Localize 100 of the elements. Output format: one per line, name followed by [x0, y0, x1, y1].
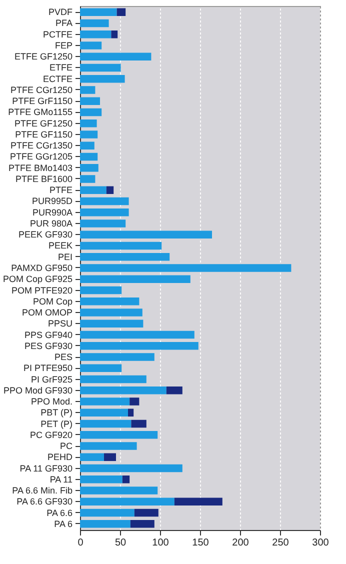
bar	[80, 52, 152, 61]
bar	[80, 74, 125, 83]
y-tick-label: PTFE GF1250	[14, 118, 72, 128]
y-tick-label: PET (P)	[40, 418, 72, 429]
bar	[80, 475, 122, 484]
bar	[80, 420, 132, 428]
y-tick-label: PA 11	[50, 474, 72, 484]
y-tick-label: PTFE BMo1403	[8, 162, 72, 173]
y-tick-label: POM PTFE920	[11, 285, 72, 296]
bar	[122, 475, 130, 484]
y-tick-label: PTFE	[49, 185, 72, 196]
y-tick-label: PI PTFE950	[23, 363, 72, 374]
x-tick-label: 0	[78, 538, 84, 548]
y-tick-label: PPSU	[48, 318, 72, 329]
bar	[80, 342, 198, 350]
bar	[80, 375, 146, 384]
y-tick-label: ETFE	[49, 62, 72, 73]
bar	[80, 297, 140, 306]
bar	[80, 119, 97, 128]
bar	[80, 242, 162, 250]
bar	[80, 264, 292, 272]
y-tick-label: PI GrF925	[30, 374, 72, 384]
y-tick-label: PTFE BF1600	[15, 174, 72, 184]
y-tick-label: PA 6.6	[46, 508, 72, 518]
x-tick-label: 250	[272, 538, 290, 548]
bar	[80, 130, 98, 138]
bar	[80, 86, 96, 94]
y-tick-label: PA 6.6 GF930	[16, 496, 72, 507]
y-tick-label: ECTFE	[42, 74, 72, 84]
bar	[80, 142, 94, 150]
bar	[80, 520, 130, 528]
y-tick-label: PBT (P)	[40, 408, 72, 418]
y-tick-label: PCTFE	[42, 29, 72, 40]
y-tick-label: PEEK	[48, 240, 72, 251]
bar	[80, 152, 98, 161]
bar	[80, 364, 122, 372]
bar	[80, 308, 142, 316]
y-tick-label: PTFE GrF1150	[12, 96, 72, 106]
y-tick-label: PAMXD GF950	[11, 263, 72, 273]
y-tick-label: PUR995D	[32, 196, 73, 206]
bar	[166, 386, 182, 394]
x-tick-label: 100	[152, 538, 170, 548]
y-tick-label: POM OMOP	[22, 308, 72, 318]
bar	[80, 353, 154, 361]
y-tick-label: PC	[60, 441, 73, 452]
bar	[80, 464, 182, 472]
bar	[80, 97, 100, 106]
bar	[80, 430, 158, 439]
bar	[80, 252, 170, 261]
bar	[80, 197, 129, 206]
bar	[80, 498, 174, 506]
bar	[80, 42, 102, 50]
y-tick-label: PA 6	[54, 518, 72, 529]
bar	[80, 453, 104, 462]
y-tick-label: PC GF920	[30, 430, 72, 440]
bar	[80, 386, 166, 394]
y-tick-label: PES	[54, 352, 72, 362]
y-tick-label: PFA	[55, 18, 72, 28]
y-tick-label: PUR 980A	[30, 218, 72, 228]
y-tick-label: PTFE GGr1205	[10, 152, 72, 162]
bar	[80, 220, 126, 228]
bar	[106, 186, 114, 194]
bar	[80, 19, 109, 28]
x-tick-label: 50	[114, 538, 126, 548]
bar	[80, 8, 117, 16]
bar	[80, 508, 134, 517]
y-tick-label: PVDF	[48, 7, 73, 18]
bar	[80, 186, 106, 194]
y-tick-label: ETFE GF1250	[14, 52, 72, 62]
bar	[80, 398, 130, 406]
x-tick-label: 200	[232, 538, 250, 548]
y-tick-label: PEHD	[47, 452, 73, 462]
bar	[80, 286, 122, 294]
x-tick-label: 150	[192, 538, 210, 548]
y-tick-label: FEP	[54, 40, 72, 50]
bar	[134, 508, 158, 517]
y-tick-label: PUR990A	[32, 207, 72, 218]
y-tick-label: PPS GF940	[24, 330, 72, 340]
bar	[130, 520, 154, 528]
y-tick-label: PPO Mod GF930	[3, 385, 72, 396]
y-tick-label: PA 11 GF930	[20, 463, 72, 474]
y-tick-label: PEI	[58, 252, 72, 262]
bar	[80, 320, 144, 328]
bar	[80, 108, 102, 116]
bar	[80, 230, 212, 239]
y-tick-label: PPO Mod.	[30, 396, 72, 407]
bar	[80, 164, 98, 172]
bar	[80, 408, 128, 417]
y-tick-label: PTFE CGr1250	[10, 84, 72, 95]
bar	[80, 275, 190, 284]
y-tick-label: PTFE GF1150	[15, 129, 72, 140]
bar	[111, 30, 118, 38]
bar	[130, 398, 140, 406]
bar	[131, 420, 146, 428]
bar	[128, 408, 134, 417]
y-tick-label: POM Cop	[32, 296, 72, 306]
x-tick-label: 300	[312, 538, 330, 548]
bar	[80, 330, 194, 339]
y-tick-label: PTFE CGr1350	[10, 140, 72, 151]
y-tick-label: POM Cop GF925	[2, 274, 72, 284]
